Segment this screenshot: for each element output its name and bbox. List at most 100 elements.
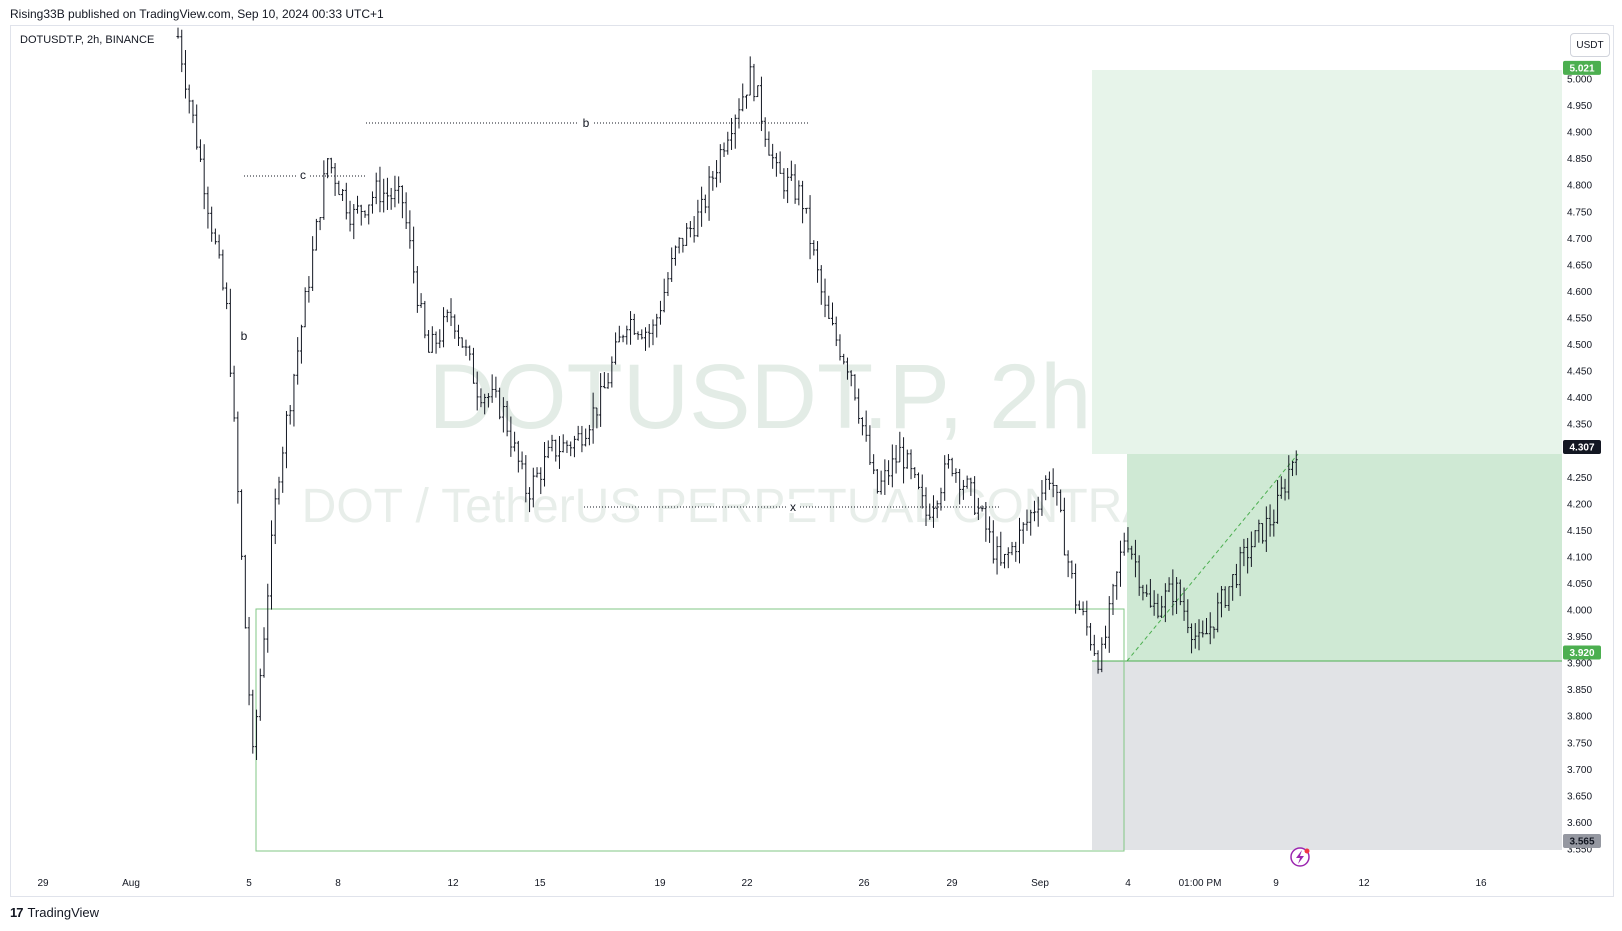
currency-button[interactable]: USDT <box>1570 33 1610 57</box>
candle <box>1145 584 1149 597</box>
candle <box>288 404 292 425</box>
candle <box>333 163 337 196</box>
candle <box>255 709 259 760</box>
candle <box>202 144 206 210</box>
candle <box>1036 496 1040 527</box>
candle <box>1268 504 1272 537</box>
candle <box>1029 509 1033 536</box>
candle <box>808 195 812 260</box>
candle <box>1152 590 1156 616</box>
candle <box>756 85 760 98</box>
candle <box>864 410 868 442</box>
profit-zone <box>1127 454 1562 661</box>
candle <box>393 175 397 208</box>
candle <box>183 50 187 99</box>
candle <box>1077 600 1081 611</box>
tradingview-brand[interactable]: 17 TradingView <box>10 905 99 920</box>
price-tick: 4.750 <box>1567 207 1592 218</box>
price-tag-text-last: 4.307 <box>1569 443 1594 454</box>
candle <box>240 489 244 560</box>
candle <box>860 417 864 436</box>
candle <box>284 410 288 469</box>
candle <box>961 479 965 500</box>
brand-name: TradingView <box>27 905 100 920</box>
candle <box>647 324 651 348</box>
candle <box>1055 484 1059 506</box>
candle <box>1283 478 1287 501</box>
candle <box>1291 460 1295 477</box>
price-tick: 4.800 <box>1567 181 1592 192</box>
candle <box>273 488 277 545</box>
candle <box>1205 617 1208 635</box>
time-tick: 29 <box>37 878 49 889</box>
candle <box>718 144 722 183</box>
candle <box>580 425 584 453</box>
candle <box>415 266 419 313</box>
lightning-icon[interactable] <box>1290 847 1310 867</box>
candle <box>759 76 763 132</box>
candle <box>1287 455 1291 500</box>
candle <box>890 444 894 488</box>
level-c-bg <box>296 168 310 182</box>
candle <box>644 327 647 351</box>
candle <box>1126 527 1130 553</box>
price-tick: 4.450 <box>1567 367 1592 378</box>
candle <box>400 185 404 219</box>
candle <box>528 487 532 513</box>
candle <box>449 298 453 327</box>
candle <box>804 207 808 214</box>
candle <box>1025 509 1029 531</box>
candle <box>1212 626 1216 639</box>
candle <box>299 324 303 364</box>
candle <box>438 329 442 349</box>
candle <box>722 142 726 157</box>
candle <box>737 98 741 129</box>
candle <box>217 234 221 259</box>
candle <box>445 309 449 323</box>
candle <box>565 440 569 454</box>
price-tick: 4.250 <box>1567 473 1592 484</box>
candle <box>1160 595 1164 619</box>
candle <box>367 204 371 225</box>
candle <box>198 139 202 162</box>
candle <box>1156 593 1160 619</box>
candle <box>782 168 786 199</box>
candle <box>243 554 247 629</box>
time-axis[interactable]: 29 Aug 5 8 12 15 19 22 26 29 Sep 4 01:00 PM 9 12 16 <box>37 878 1487 889</box>
candle <box>389 187 393 210</box>
candle <box>520 451 524 470</box>
time-tick: 12 <box>1358 878 1370 889</box>
price-tag-text-stop: 3.565 <box>1569 837 1594 848</box>
candle <box>1074 563 1078 614</box>
candle <box>206 186 210 229</box>
candle <box>1044 475 1048 501</box>
time-tick: 29 <box>946 878 958 889</box>
price-axis[interactable]: 5.000 4.950 4.900 4.850 4.800 4.750 4.700 4.650… <box>1567 75 1592 856</box>
candle <box>296 337 300 385</box>
demand-rectangle[interactable] <box>255 608 1125 852</box>
candle <box>1253 530 1257 548</box>
candle <box>505 400 509 437</box>
candle <box>857 388 861 424</box>
candle <box>819 265 823 305</box>
position-path-line <box>1126 453 1299 662</box>
candle <box>385 177 389 210</box>
candle <box>318 217 322 231</box>
price-tick: 4.400 <box>1567 393 1592 404</box>
candle <box>210 206 214 242</box>
symbol-label[interactable]: DOTUSDT.P, 2h, BINANCE <box>18 34 157 46</box>
candle <box>887 460 891 485</box>
candle <box>599 373 603 427</box>
candle <box>423 300 427 339</box>
candle <box>213 228 217 245</box>
candle <box>1107 596 1111 653</box>
candle <box>617 325 621 343</box>
candle <box>1197 619 1201 651</box>
candle <box>326 157 330 179</box>
candle <box>591 392 595 444</box>
candle <box>262 627 266 678</box>
candle <box>1115 571 1119 600</box>
candle <box>314 218 318 251</box>
candle <box>636 331 640 340</box>
